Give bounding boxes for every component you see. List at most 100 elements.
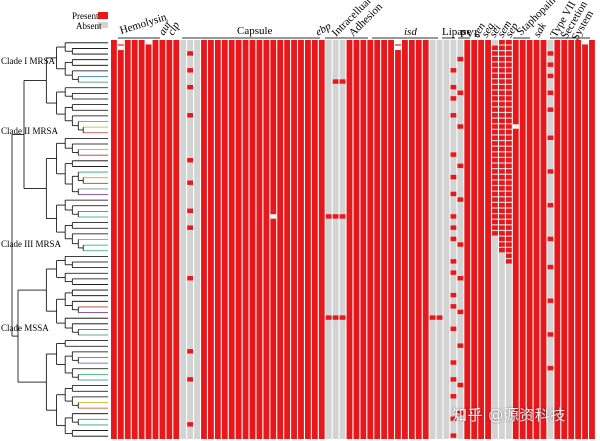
heatmap-cells [111, 40, 595, 439]
heatmap-column-12 [194, 40, 200, 439]
header-capsule: Capsule [237, 25, 273, 37]
heatmap-column-55 [492, 40, 498, 439]
heatmap-cell [270, 214, 277, 219]
heatmap-column-66 [568, 40, 575, 439]
heatmap-cell [505, 259, 512, 264]
heatmap-cell [492, 152, 498, 157]
heatmap-column-68 [582, 40, 588, 439]
heatmap-column-11 [187, 40, 194, 439]
heatmap-cell [547, 202, 554, 208]
heatmap-column-20 [249, 40, 256, 439]
heatmap-cell [187, 422, 194, 427]
heatmap-cell [505, 118, 512, 124]
heatmap-column-33 [339, 40, 346, 439]
heatmap-column-52 [471, 40, 478, 439]
heatmap-column-50 [457, 40, 464, 439]
heatmap-cell [505, 84, 512, 90]
heatmap-column-65 [561, 40, 568, 439]
heatmap-column-4 [138, 40, 145, 439]
heatmap-cell [505, 79, 512, 84]
heatmap-cell [457, 309, 464, 315]
heatmap-column-3 [131, 40, 138, 439]
heatmap-cell [187, 180, 194, 185]
heatmap-column-16 [221, 40, 228, 439]
heatmap-cell [492, 231, 498, 236]
heatmap-cell [450, 270, 457, 275]
heatmap-cell [505, 62, 512, 67]
heatmap-column-39 [381, 40, 388, 439]
heatmap-cell [457, 276, 464, 281]
phylogenetic-tree [11, 42, 108, 437]
heatmap-column-48 [443, 40, 450, 439]
heatmap-cell [499, 51, 505, 56]
heatmap-column-37 [367, 40, 374, 439]
heatmap-cell [457, 90, 464, 95]
heatmap-cell [499, 169, 505, 174]
heatmap-cell [499, 101, 505, 107]
heatmap-cell [505, 219, 512, 225]
heatmap-cell [547, 51, 554, 56]
heatmap-cell [117, 40, 124, 45]
heatmap-cell [505, 101, 512, 107]
heatmap-column-13 [201, 40, 207, 439]
heatmap-column-60 [526, 40, 533, 439]
heatmap-cell [499, 113, 505, 118]
heatmap-cell [505, 96, 512, 101]
heatmap-cell [450, 326, 457, 332]
heatmap-column-64 [554, 40, 561, 439]
heatmap-cell [499, 163, 505, 169]
heatmap-cell [457, 56, 464, 62]
heatmap-cell [492, 186, 498, 191]
heatmap-cell [499, 118, 505, 124]
heatmap-cell [450, 174, 457, 180]
heatmap-cell [339, 315, 346, 320]
heatmap-column-19 [242, 40, 249, 439]
heatmap-cell [505, 231, 512, 236]
heatmap-cell [436, 315, 443, 320]
heatmap-column-51 [464, 40, 471, 439]
heatmap-cell [499, 158, 505, 163]
heatmap-cell [505, 51, 512, 56]
heatmap-column-0 [111, 40, 117, 439]
heatmap-column-25 [284, 40, 291, 439]
heatmap-cell [505, 129, 512, 135]
heatmap-column-67 [575, 40, 582, 439]
heatmap-cell [187, 84, 194, 90]
heatmap-column-18 [235, 40, 242, 439]
heatmap-column-10 [180, 40, 187, 439]
heatmap-cell [457, 382, 464, 388]
heatmap-cell [450, 292, 457, 298]
heatmap-cell [499, 141, 505, 146]
heatmap-cell [492, 68, 498, 73]
heatmap-column-27 [298, 40, 304, 439]
header-pvl: PVL [460, 28, 481, 40]
heatmap-cell [450, 377, 457, 382]
heatmap-cell [499, 129, 505, 135]
heatmap-cell [505, 197, 512, 202]
heatmap-cell [332, 214, 339, 219]
heatmap-cell [505, 107, 512, 112]
heatmap-cell [187, 208, 194, 214]
heatmap-cell [492, 163, 498, 169]
heatmap-cell [505, 90, 512, 95]
heatmap-cell [450, 225, 457, 230]
heatmap-column-23 [270, 40, 277, 439]
heatmap-cell [492, 219, 498, 225]
heatmap-cell [492, 51, 498, 56]
heatmap-cell [499, 90, 505, 95]
clade-labels: Clade I MRSA Clade II MRSA Clade III MRS… [1, 56, 61, 333]
heatmap-cell [117, 45, 124, 51]
heatmap-cell [492, 101, 498, 107]
heatmap-column-21 [256, 40, 263, 439]
heatmap-column-8 [166, 40, 173, 439]
heatmap-cell [492, 214, 498, 219]
heatmap-cell [547, 264, 554, 270]
heatmap-cell [492, 107, 498, 112]
heatmap-column-54 [485, 40, 491, 439]
heatmap-column-59 [519, 40, 526, 439]
heatmap-cell [492, 158, 498, 163]
heatmap-cell [547, 298, 554, 303]
heatmap-cell [492, 118, 498, 124]
heatmap-cell [492, 135, 498, 140]
heatmap-cell [505, 174, 512, 180]
